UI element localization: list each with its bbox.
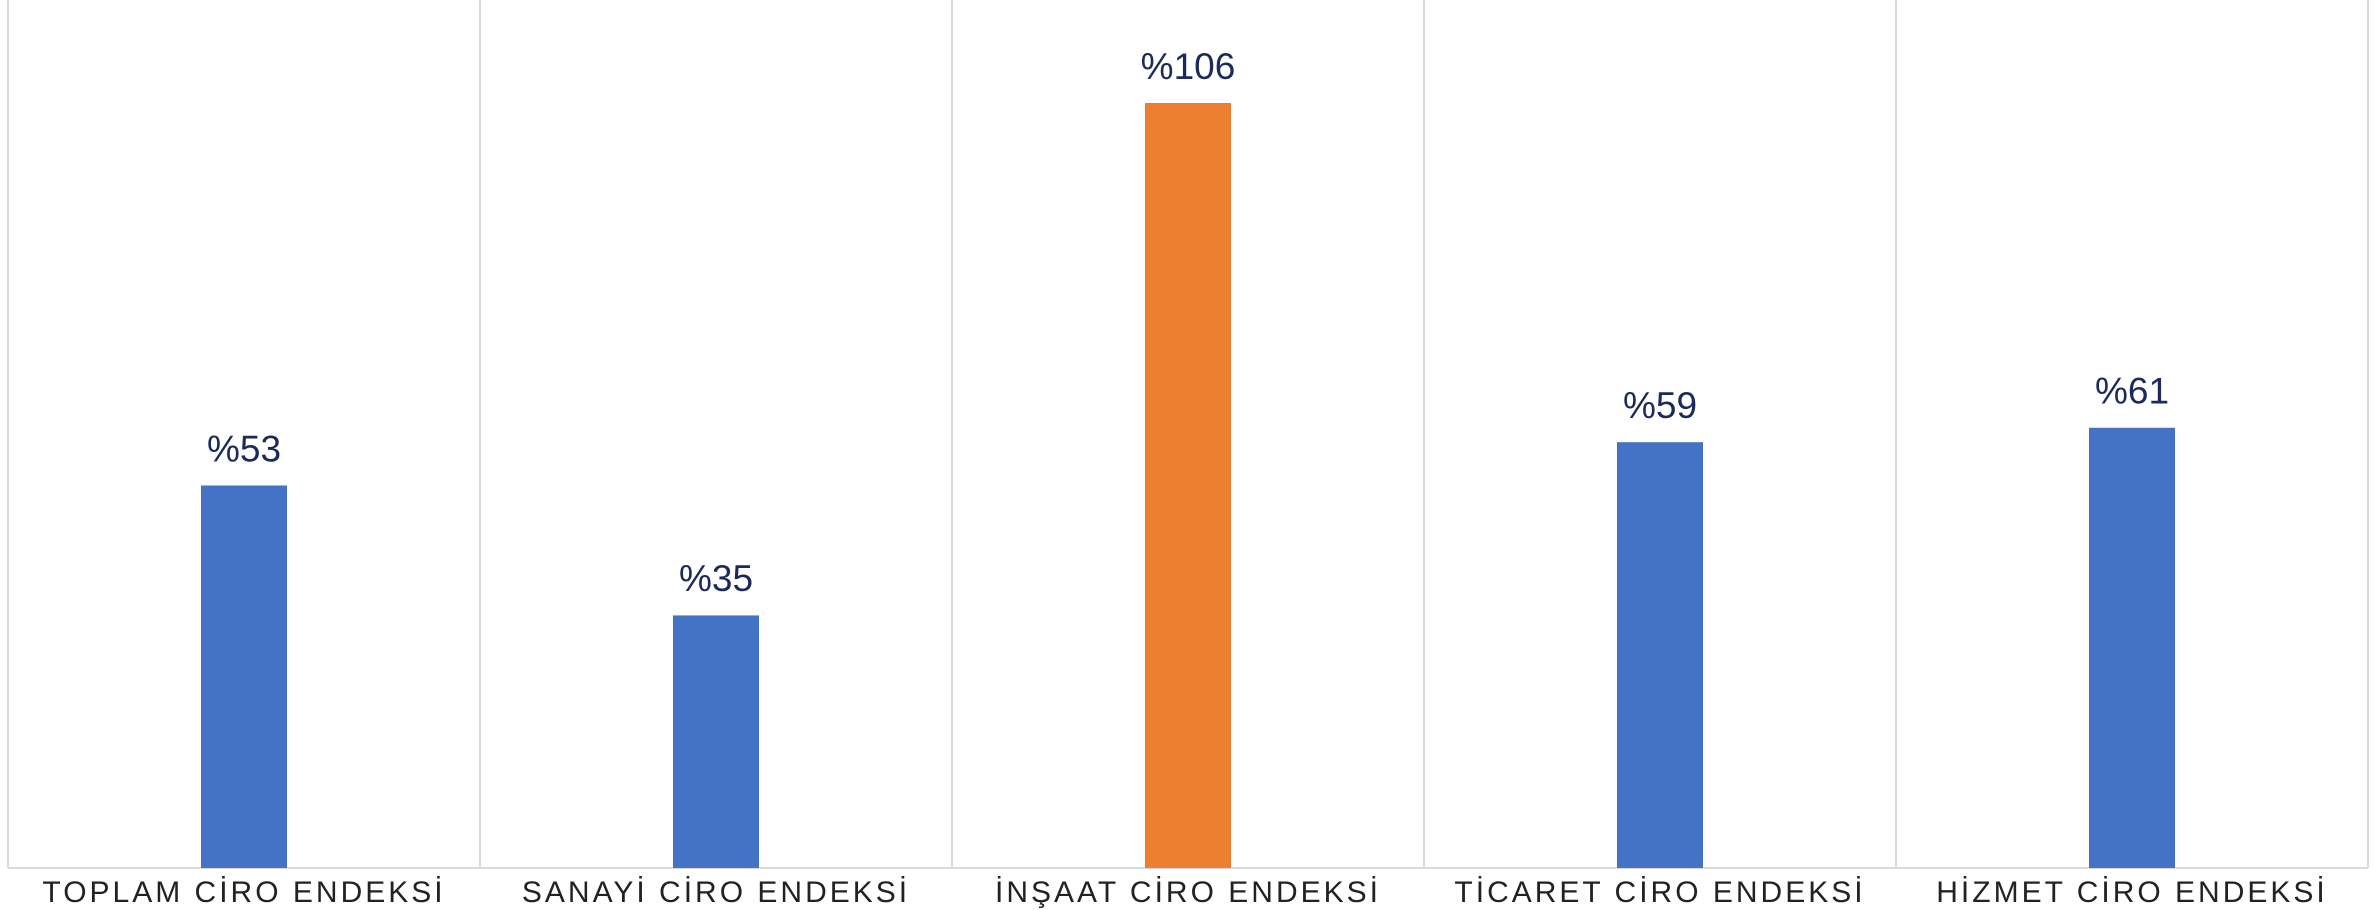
category-label: TOPLAM CİRO ENDEKSİ — [42, 876, 445, 909]
category-label: SANAYİ CİRO ENDEKSİ — [522, 876, 910, 909]
value-label: %35 — [679, 558, 753, 599]
bar — [1145, 103, 1231, 868]
bar — [2089, 427, 2175, 868]
category-label: HİZMET CİRO ENDEKSİ — [1936, 876, 2327, 909]
value-label: %106 — [1141, 46, 1236, 87]
value-label: %59 — [1623, 385, 1697, 426]
value-label: %53 — [207, 428, 281, 469]
category-label: İNŞAAT CİRO ENDEKSİ — [995, 876, 1381, 909]
bar — [673, 615, 759, 868]
category-label: TİCARET CİRO ENDEKSİ — [1454, 876, 1865, 909]
value-label: %61 — [2095, 371, 2169, 412]
bar — [1617, 442, 1703, 868]
bar — [201, 485, 287, 868]
